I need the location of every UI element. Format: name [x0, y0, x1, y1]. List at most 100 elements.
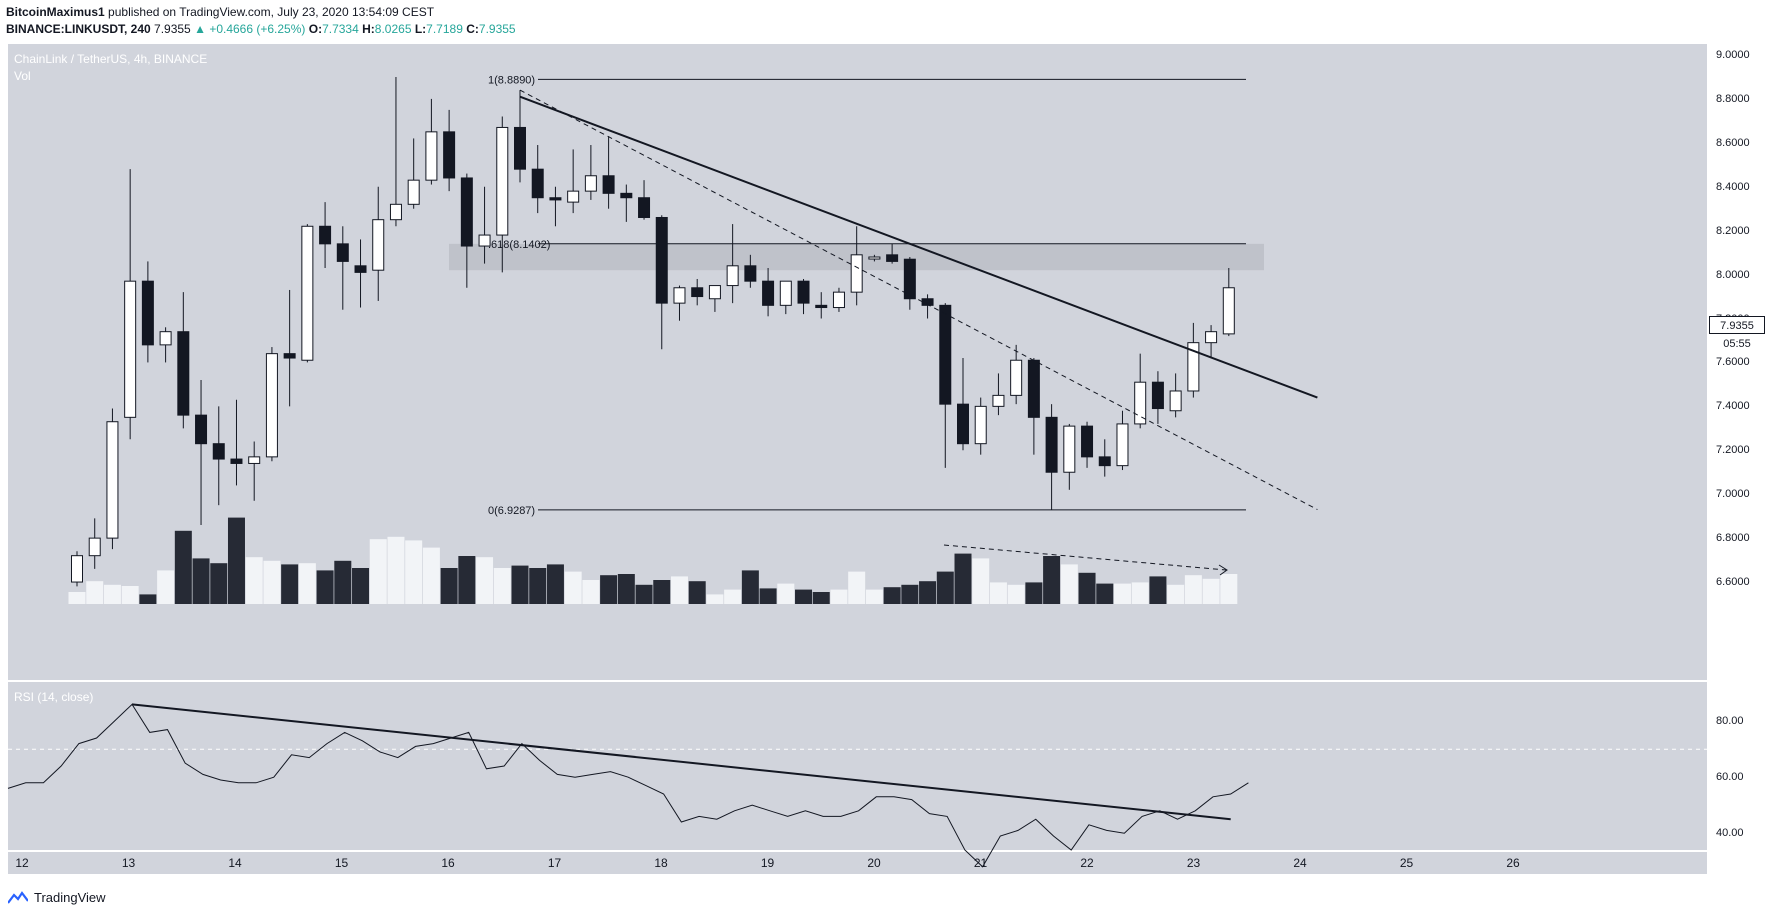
volume-bar [564, 571, 582, 604]
volume-bar [281, 564, 299, 604]
candle-down [514, 126, 526, 170]
candle-up [248, 456, 261, 464]
candle-down [797, 280, 810, 304]
volume-bar [245, 557, 263, 604]
volume-bar [103, 584, 121, 604]
volume-bar [298, 563, 316, 604]
candle-down [602, 175, 615, 194]
price-tick-label: 7.0000 [1716, 488, 1750, 501]
candle-up [88, 537, 101, 557]
volume-bar [1113, 583, 1131, 604]
price-tick-label: 8.8000 [1716, 92, 1750, 105]
price-tick-label: 8.0000 [1716, 268, 1750, 281]
rsi-tick-label: 60.00 [1716, 771, 1744, 784]
candle-down [443, 131, 456, 179]
volume-bar [405, 540, 423, 604]
volume-bar [263, 560, 281, 604]
candle-up [1169, 390, 1182, 412]
candle-up [478, 234, 491, 247]
price-panel-title: ChainLink / TetherUS, 4h, BINANCE [14, 52, 208, 66]
tradingview-logo-icon [8, 890, 28, 904]
tradingview-footer[interactable]: TradingView [8, 890, 106, 905]
time-tick-label: 18 [654, 856, 668, 870]
candle-up [832, 291, 845, 309]
volume-bar [954, 553, 972, 604]
candle-up [71, 555, 83, 583]
candle-up [708, 285, 721, 300]
candle-down [957, 403, 969, 445]
time-tick-label: 15 [334, 856, 349, 870]
volume-bar [670, 576, 688, 604]
low-value: 7.7189 [426, 22, 463, 36]
high-key: H: [362, 22, 375, 36]
candle-up [407, 179, 420, 205]
candle-down [939, 304, 952, 405]
candle-up [159, 331, 172, 346]
candle-down [691, 287, 704, 298]
candle-down [1027, 359, 1040, 418]
price-tick-label: 7.4000 [1716, 400, 1750, 413]
candle-up [567, 190, 580, 203]
volume-bar [1149, 576, 1167, 604]
candle-down [354, 265, 367, 273]
candle-up [301, 225, 314, 361]
publish-info: published on TradingView.com, July 23, 2… [108, 5, 435, 19]
rsi-panel[interactable] [8, 682, 1707, 850]
time-tick-label: 13 [121, 856, 136, 870]
low-key: L: [414, 22, 427, 36]
time-axis[interactable]: 12 13 14 15 16 17 18 19 20 21 22 23 24 25 26 [8, 852, 1707, 874]
fib-level-label: 1(8.8890) [488, 74, 535, 86]
volume-bar [68, 592, 86, 604]
candle-up [1134, 381, 1147, 425]
price-change: +0.4666 (+6.25%) [209, 22, 306, 36]
author-name[interactable]: BitcoinMaximus1 [6, 5, 105, 19]
time-tick-label: 22 [1080, 856, 1094, 870]
candle-down [1081, 425, 1094, 458]
candle-up [1116, 423, 1129, 467]
price-tick-label: 7.6000 [1716, 356, 1750, 369]
volume-bar [157, 570, 175, 604]
candle-down [620, 192, 633, 199]
volume-bar [440, 568, 458, 604]
candle-down [903, 258, 916, 300]
volume-bar [192, 558, 210, 604]
volume-bar [759, 588, 777, 604]
volume-bar [883, 587, 901, 604]
volume-bar [688, 581, 706, 604]
candle-up [868, 256, 881, 260]
time-tick-label: 16 [441, 856, 455, 870]
symbol-label: BINANCE:LINKUSDT, 240 [6, 22, 151, 36]
candle-up [389, 203, 402, 221]
price-tick-label: 7.2000 [1716, 444, 1750, 457]
price-axis[interactable] [1707, 44, 1767, 852]
time-tick-label: 24 [1293, 856, 1307, 870]
time-tick-label: 12 [15, 856, 29, 870]
tradingview-brand: TradingView [34, 890, 106, 905]
ohlc-line: BINANCE:LINKUSDT, 240 7.9355 ▲ +0.4666 (… [6, 21, 516, 38]
candle-up [372, 219, 385, 271]
candle-down [460, 177, 473, 247]
candle-down [744, 265, 757, 282]
candle-up [1205, 331, 1218, 344]
volume-bar [936, 571, 954, 604]
time-tick-label: 14 [228, 856, 242, 870]
candle-up [992, 394, 1005, 407]
candle-down [1098, 456, 1111, 467]
high-value: 8.0265 [374, 22, 412, 36]
price-tick-label: 9.0000 [1716, 48, 1750, 61]
volume-bar [1043, 556, 1061, 604]
volume-bar [369, 539, 387, 604]
candle-up [673, 287, 686, 304]
candle-up [584, 175, 597, 192]
volume-trend-arrow [943, 544, 1227, 571]
candle-down [319, 225, 332, 245]
candle-up [106, 421, 119, 539]
volume-bar [227, 517, 245, 604]
candle-down [638, 197, 651, 218]
candle-down [230, 458, 243, 464]
rsi-trendline [131, 703, 1231, 821]
volume-bar [546, 564, 564, 604]
time-tick-label: 25 [1399, 856, 1414, 870]
volume-bar [777, 583, 795, 604]
candle-up [496, 126, 509, 236]
